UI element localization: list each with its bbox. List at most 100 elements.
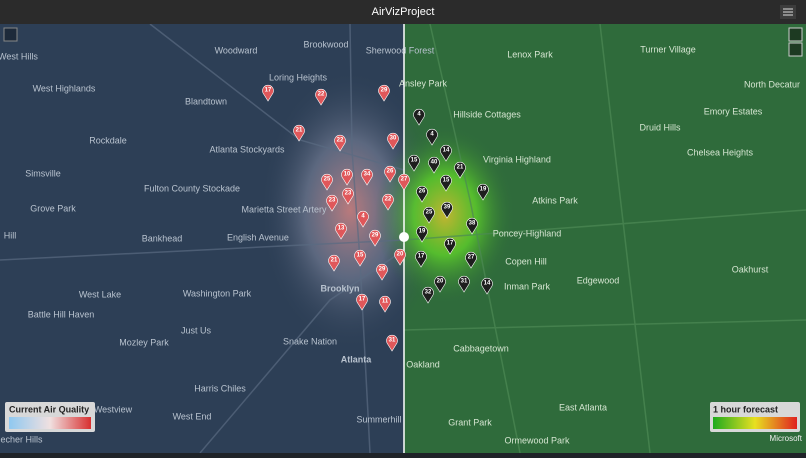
- marker-pin: [321, 173, 333, 191]
- marker-pin: [334, 134, 346, 152]
- marker-pin: [394, 248, 406, 266]
- marker[interactable]: 17: [444, 237, 456, 255]
- place-label: Summerhill: [356, 414, 401, 424]
- marker[interactable]: 4: [413, 108, 425, 126]
- marker[interactable]: 17: [356, 293, 368, 311]
- style-button-right[interactable]: [788, 42, 803, 57]
- marker[interactable]: 10: [341, 168, 353, 186]
- marker-pin: [382, 193, 394, 211]
- marker[interactable]: 4: [426, 128, 438, 146]
- marker[interactable]: 26: [416, 185, 428, 203]
- marker[interactable]: 21: [328, 254, 340, 272]
- roads-right: [403, 23, 806, 454]
- place-label: Snake Nation: [283, 336, 337, 346]
- marker[interactable]: 19: [416, 225, 428, 243]
- marker[interactable]: 27: [465, 251, 477, 269]
- marker-value: 10: [344, 172, 351, 178]
- swipe-handle[interactable]: [399, 232, 409, 242]
- marker-pin: [465, 251, 477, 269]
- place-label: Simsville: [25, 168, 61, 178]
- marker[interactable]: 17: [262, 84, 274, 102]
- place-label: Virginia Highland: [483, 154, 551, 164]
- marker-value: 17: [418, 254, 425, 260]
- marker[interactable]: 27: [398, 173, 410, 191]
- marker[interactable]: 25: [423, 206, 435, 224]
- marker-value: 32: [425, 290, 432, 296]
- place-label: Poncey-Highland: [493, 228, 562, 238]
- marker[interactable]: 40: [428, 156, 440, 174]
- marker[interactable]: 4: [357, 210, 369, 228]
- place-label: West Lake: [79, 289, 121, 299]
- marker[interactable]: 19: [477, 183, 489, 201]
- place-label: Hill: [4, 230, 17, 240]
- marker-pin: [293, 124, 305, 142]
- marker-value: 19: [419, 229, 426, 235]
- marker[interactable]: 15: [354, 249, 366, 267]
- marker-value: 34: [364, 172, 371, 178]
- place-label: Brooklyn: [320, 283, 359, 293]
- marker[interactable]: 32: [422, 286, 434, 304]
- marker[interactable]: 20: [434, 275, 446, 293]
- place-label: Chelsea Heights: [687, 147, 754, 157]
- marker[interactable]: 17: [415, 250, 427, 268]
- marker-pin: [262, 84, 274, 102]
- marker[interactable]: 13: [335, 222, 347, 240]
- place-label: Ansley Park: [399, 78, 448, 88]
- marker-value: 20: [437, 279, 444, 285]
- marker-value: 22: [318, 92, 325, 98]
- marker-pin: [315, 88, 327, 106]
- marker[interactable]: 26: [384, 165, 396, 183]
- place-label: Lenox Park: [507, 49, 553, 59]
- marker[interactable]: 31: [386, 334, 398, 352]
- marker[interactable]: 38: [466, 217, 478, 235]
- place-label: Rockdale: [89, 135, 127, 145]
- place-label: East Atlanta: [559, 402, 607, 412]
- marker[interactable]: 21: [293, 124, 305, 142]
- marker-value: 40: [431, 160, 438, 166]
- place-label: English Avenue: [227, 232, 289, 242]
- marker[interactable]: 14: [481, 277, 493, 295]
- place-label: Druid Hills: [639, 122, 681, 132]
- marker-pin: [444, 237, 456, 255]
- marker-value: 23: [329, 198, 336, 204]
- marker[interactable]: 11: [379, 295, 391, 313]
- marker[interactable]: 22: [334, 134, 346, 152]
- marker-pin: [426, 128, 438, 146]
- style-button[interactable]: [3, 27, 18, 42]
- marker[interactable]: 22: [382, 193, 394, 211]
- marker-value: 39: [444, 205, 451, 211]
- marker[interactable]: 39: [441, 201, 453, 219]
- place-label: Turner Village: [640, 44, 696, 54]
- marker-value: 17: [447, 241, 454, 247]
- marker[interactable]: 30: [387, 132, 399, 150]
- marker[interactable]: 29: [369, 229, 381, 247]
- marker-pin: [408, 154, 420, 172]
- marker-value: 17: [265, 88, 272, 94]
- marker[interactable]: 29: [376, 263, 388, 281]
- marker[interactable]: 23: [326, 194, 338, 212]
- marker[interactable]: 14: [440, 144, 452, 162]
- marker-pin: [342, 187, 354, 205]
- marker-pin: [466, 217, 478, 235]
- fullscreen-button[interactable]: [788, 27, 803, 42]
- place-label: Atkins Park: [532, 195, 578, 205]
- marker-value: 25: [426, 210, 433, 216]
- marker-pin: [384, 165, 396, 183]
- marker-pin: [357, 210, 369, 228]
- marker[interactable]: 25: [321, 173, 333, 191]
- marker[interactable]: 20: [394, 248, 406, 266]
- place-label: Grove Park: [30, 203, 76, 213]
- marker-value: 11: [382, 299, 389, 305]
- marker[interactable]: 23: [342, 187, 354, 205]
- marker[interactable]: 21: [454, 161, 466, 179]
- marker[interactable]: 22: [315, 88, 327, 106]
- marker[interactable]: 31: [458, 275, 470, 293]
- menu-button[interactable]: [780, 5, 796, 19]
- marker[interactable]: 15: [408, 154, 420, 172]
- marker-value: 29: [381, 88, 388, 94]
- marker-value: 31: [461, 279, 468, 285]
- marker[interactable]: 15: [440, 174, 452, 192]
- marker[interactable]: 29: [378, 84, 390, 102]
- marker[interactable]: 34: [361, 168, 373, 186]
- marker-value: 38: [469, 221, 476, 227]
